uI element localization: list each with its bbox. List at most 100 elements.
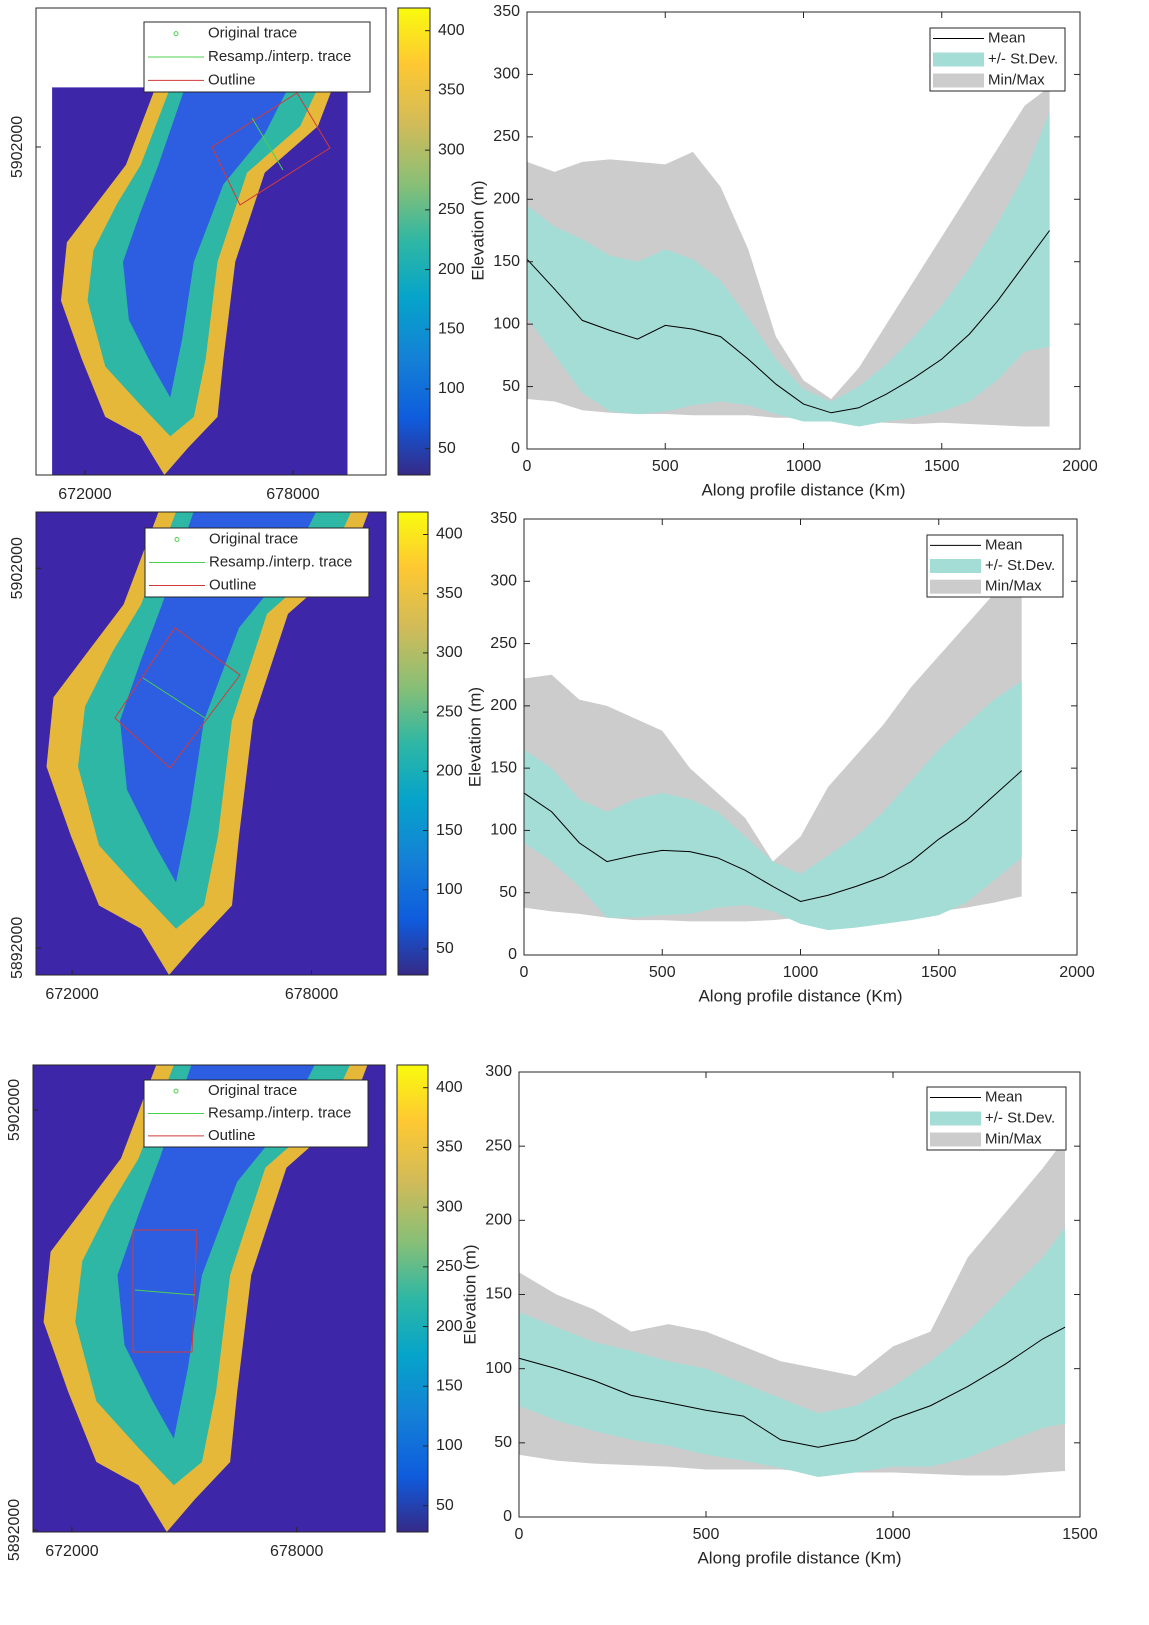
y-axis-label: Elevation (m) <box>460 1244 479 1344</box>
y-tick-label: 250 <box>485 1137 512 1154</box>
legend: Mean +/- St.Dev. Min/Max <box>926 1086 1067 1151</box>
mean-line <box>518 1326 1066 1448</box>
legend-label: Outline <box>208 1127 256 1144</box>
x-tick-label: 500 <box>652 458 679 475</box>
mean-line <box>526 230 1050 414</box>
legend-label: Mean <box>985 536 1023 553</box>
y-tick-label: 300 <box>485 1063 512 1080</box>
x-axis-label: Along profile distance (Km) <box>701 480 905 499</box>
y-tick-label: 350 <box>490 510 517 527</box>
colorbar-tick-label: 150 <box>436 822 463 839</box>
legend-marker <box>173 31 179 37</box>
colorbar-tick-label: 200 <box>438 261 465 278</box>
x-tick-label: 1000 <box>875 1526 911 1543</box>
legend-label: Original trace <box>208 1082 297 1099</box>
y-tick-label: 200 <box>490 697 517 714</box>
colorbar-tick-label: 50 <box>436 940 454 957</box>
legend: Original trace Resamp./interp. trace Outli… <box>143 1079 369 1148</box>
trace <box>134 1289 196 1296</box>
colorbar-tick-label: 300 <box>436 1198 463 1215</box>
x-tick-label: 0 <box>523 458 532 475</box>
x-tick-label: 1500 <box>921 964 957 981</box>
y-tick-label: 5892000 <box>9 917 26 979</box>
band <box>519 1227 1066 1477</box>
legend-label: Original trace <box>208 25 297 42</box>
dem-relief <box>120 512 316 883</box>
x-tick-label: 500 <box>693 1526 720 1543</box>
y-axis-label: Elevation (m) <box>468 180 487 280</box>
legend: Mean +/- St.Dev. Min/Max <box>926 534 1064 598</box>
legend-label: +/- St.Dev. <box>985 557 1055 574</box>
colorbar-tick-label: 250 <box>438 201 465 218</box>
x-tick-label: 1000 <box>783 964 819 981</box>
y-tick-label: 100 <box>493 315 520 332</box>
legend-marker <box>173 1088 179 1094</box>
dem-relief <box>122 87 289 398</box>
legend-label: Mean <box>985 1088 1023 1105</box>
y-tick-label: 50 <box>502 378 520 395</box>
y-tick-label: 5902000 <box>6 1079 23 1141</box>
trace <box>251 117 284 171</box>
y-tick-label: 300 <box>490 573 517 590</box>
legend-marker <box>933 52 984 67</box>
legend-marker <box>174 537 180 542</box>
x-tick-label: 2000 <box>1059 964 1095 981</box>
colorbar <box>397 511 429 976</box>
colorbar-tick-label: 350 <box>436 1139 463 1156</box>
x-tick-label: 0 <box>515 1526 524 1543</box>
colorbar-tick-label: 350 <box>438 82 465 99</box>
y-tick-label: 0 <box>503 1508 512 1525</box>
y-tick-label: 250 <box>490 635 517 652</box>
colorbar-tick-label: 150 <box>438 321 465 338</box>
colorbar <box>397 7 431 476</box>
legend-label: Outline <box>208 71 256 88</box>
legend-label: +/- St.Dev. <box>988 50 1058 67</box>
x-tick-label: 678000 <box>266 486 319 503</box>
y-tick-label: 5902000 <box>9 537 26 599</box>
y-tick-label: 0 <box>511 440 520 457</box>
legend-label: Resamp./interp. trace <box>209 553 352 570</box>
band <box>527 111 1050 427</box>
x-tick-label: 0 <box>520 964 529 981</box>
x-tick-label: 500 <box>649 964 676 981</box>
outline <box>114 627 241 769</box>
legend-marker <box>930 1132 981 1147</box>
y-axis-label: Elevation (m) <box>465 687 484 787</box>
colorbar-tick-label: 100 <box>436 881 463 898</box>
y-tick-label: 0 <box>508 946 517 963</box>
y-tick-label: 5892000 <box>6 1499 23 1561</box>
y-tick-label: 200 <box>493 191 520 208</box>
y-tick-label: 150 <box>490 759 517 776</box>
y-tick-label: 5902000 <box>9 116 26 178</box>
colorbar <box>396 1064 429 1533</box>
mean-line <box>523 770 1023 902</box>
x-tick-label: 678000 <box>270 1543 323 1560</box>
legend-label: Original trace <box>209 530 298 547</box>
legend-label: +/- St.Dev. <box>985 1109 1055 1126</box>
y-tick-label: 350 <box>493 3 520 20</box>
legend-marker <box>930 1111 981 1126</box>
legend-label: Resamp./interp. trace <box>208 1104 351 1121</box>
legend-label: Resamp./interp. trace <box>208 48 351 65</box>
colorbar-tick-label: 200 <box>436 763 463 780</box>
y-tick-label: 150 <box>485 1286 512 1303</box>
dem-relief <box>117 1065 315 1439</box>
legend: Original trace Resamp./interp. trace Outli… <box>143 21 371 93</box>
y-tick-label: 100 <box>485 1360 512 1377</box>
colorbar-tick-label: 200 <box>436 1318 463 1335</box>
x-tick-label: 678000 <box>285 986 338 1003</box>
y-tick-label: 100 <box>490 822 517 839</box>
legend: Mean +/- St.Dev. Min/Max <box>929 27 1066 92</box>
y-tick-label: 50 <box>499 884 517 901</box>
x-tick-label: 672000 <box>58 486 111 503</box>
colorbar-tick-label: 350 <box>436 585 463 602</box>
y-tick-label: 50 <box>494 1434 512 1451</box>
x-axis-label: Along profile distance (Km) <box>697 1548 901 1567</box>
x-tick-label: 1000 <box>786 458 822 475</box>
trace <box>142 677 206 719</box>
y-tick-label: 150 <box>493 253 520 270</box>
colorbar-tick-label: 50 <box>438 440 456 457</box>
colorbar-tick-label: 100 <box>438 380 465 397</box>
x-tick-label: 1500 <box>924 458 960 475</box>
x-tick-label: 672000 <box>45 986 98 1003</box>
